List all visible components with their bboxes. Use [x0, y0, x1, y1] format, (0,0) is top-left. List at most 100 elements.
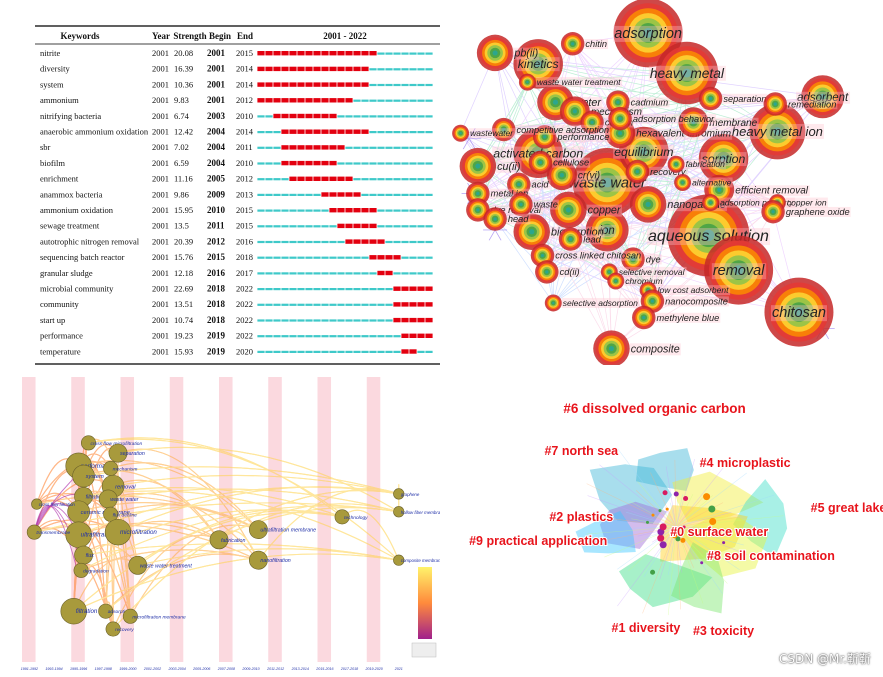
- node-label: flux decline: [113, 512, 138, 518]
- end-cell: 2015: [236, 48, 253, 58]
- node-circle: [108, 443, 128, 463]
- timeline-segment: [265, 162, 273, 165]
- table-row: enrichment 2001 11.16 2005 2012: [40, 174, 433, 184]
- timeline-segment: [345, 335, 353, 338]
- cluster-link: [675, 526, 697, 561]
- year-cell: 2001: [152, 142, 169, 152]
- cluster-label: #7 north sea: [544, 444, 619, 458]
- timeline-segment: [337, 319, 345, 322]
- node-label: filtration: [86, 494, 105, 500]
- node-ring: [614, 279, 617, 283]
- timeline-segment: [385, 193, 393, 196]
- burst-segment: [265, 66, 273, 72]
- timeline-segment: [425, 146, 433, 149]
- timeline-segment: [385, 115, 393, 118]
- cluster-map-panel: #6 dissolved organic carbon #7 north sea #…: [452, 377, 883, 677]
- network-node: metal ion: [466, 181, 530, 206]
- timeline-segment: [377, 99, 385, 102]
- timeline-node: ultrafiltration membrane: [248, 520, 316, 540]
- timeline-segment: [281, 272, 289, 275]
- burst-segment: [337, 82, 345, 87]
- burst-segment: [297, 176, 305, 181]
- timeline-segment: [265, 146, 273, 149]
- cluster-link: [675, 494, 694, 528]
- burst-segment: [345, 66, 353, 72]
- burst-segment: [329, 82, 337, 87]
- node-label-highlight: [700, 152, 747, 167]
- timeline-segment: [401, 272, 409, 275]
- burst-segment: [345, 223, 353, 229]
- timeline-segment: [361, 272, 369, 275]
- strength-cell: 13.5: [174, 221, 189, 231]
- timeline-node: degradation: [73, 562, 109, 578]
- timeline-segment: [265, 178, 273, 181]
- timeline-segment: [353, 350, 361, 353]
- timeline-segment: [377, 146, 385, 149]
- timeline-segment: [265, 319, 273, 322]
- node-label-highlight: [655, 312, 721, 323]
- keyword-cell: enrichment: [40, 174, 79, 184]
- node-ring: [773, 102, 777, 106]
- year-band: [169, 377, 184, 662]
- burst-segment: [313, 66, 321, 72]
- timeline-node: cross flow filtration: [31, 498, 75, 510]
- burst-segment: [257, 98, 265, 103]
- timeline-segment: [321, 350, 329, 353]
- node-label-highlight: [576, 170, 602, 182]
- burst-segment: [265, 98, 273, 103]
- timeline-segment: [377, 288, 385, 291]
- timeline-segment: [265, 335, 273, 338]
- timeline-segment: [385, 83, 393, 87]
- timeline-segment: [425, 178, 433, 181]
- timeline-segment: [369, 131, 377, 134]
- timeline-segment: [393, 83, 401, 87]
- cluster-node: [682, 525, 686, 529]
- timeline-segment: [337, 335, 345, 338]
- burst-segment: [281, 129, 289, 134]
- timeline-segment: [361, 256, 369, 259]
- column-header: End: [237, 31, 253, 41]
- timeline-segment: [425, 272, 433, 275]
- node-label-highlight: [644, 254, 662, 265]
- table-row: diversity 2001 16.39 2001 2014: [40, 64, 433, 74]
- network-node: wastewater: [452, 124, 516, 142]
- timeline-segment: [393, 350, 401, 353]
- burst-segment: [305, 82, 313, 87]
- cluster-node: [708, 505, 716, 513]
- cluster-node: [712, 553, 716, 557]
- table-row: system 2001 10.36 2001 2014: [40, 79, 433, 89]
- node-label: filtration: [76, 608, 98, 615]
- cluster-hull: [672, 471, 764, 523]
- node-ring: [643, 27, 654, 38]
- timeline-segment: [281, 240, 289, 244]
- burst-segment: [345, 176, 353, 181]
- year-cell: 2001: [152, 111, 169, 121]
- color-scale-legend: [411, 567, 437, 658]
- timeline-segment: [273, 225, 281, 228]
- node-circle: [98, 603, 114, 619]
- node-label: microfiltration: [120, 529, 157, 536]
- timeline-segment: [321, 209, 329, 212]
- cluster-link: [675, 526, 740, 571]
- cluster-hull: [575, 510, 636, 554]
- node-label: technology: [344, 515, 368, 521]
- timeline-segment: [353, 256, 361, 259]
- node-label: equilibrium: [614, 145, 673, 159]
- timeline-segment: [289, 335, 297, 338]
- cluster-hull: [635, 448, 694, 491]
- node-ring: [635, 169, 640, 174]
- node-label: chitin: [585, 39, 607, 49]
- burst-segment: [345, 82, 353, 87]
- cluster-link: [628, 526, 677, 571]
- burst-segment: [281, 82, 289, 87]
- year-cell: 2001: [152, 315, 169, 325]
- timeline-segment: [321, 272, 329, 275]
- network-node: acid: [507, 172, 551, 197]
- network-node: cr(vi): [546, 160, 602, 191]
- timeline-segment: [425, 225, 433, 228]
- node-label-highlight: [552, 157, 591, 168]
- mesh-line: [468, 128, 476, 139]
- keyword-cell: sequencing batch reactor: [40, 252, 125, 262]
- end-cell: 2017: [236, 268, 253, 278]
- node-label: sorption: [702, 152, 746, 166]
